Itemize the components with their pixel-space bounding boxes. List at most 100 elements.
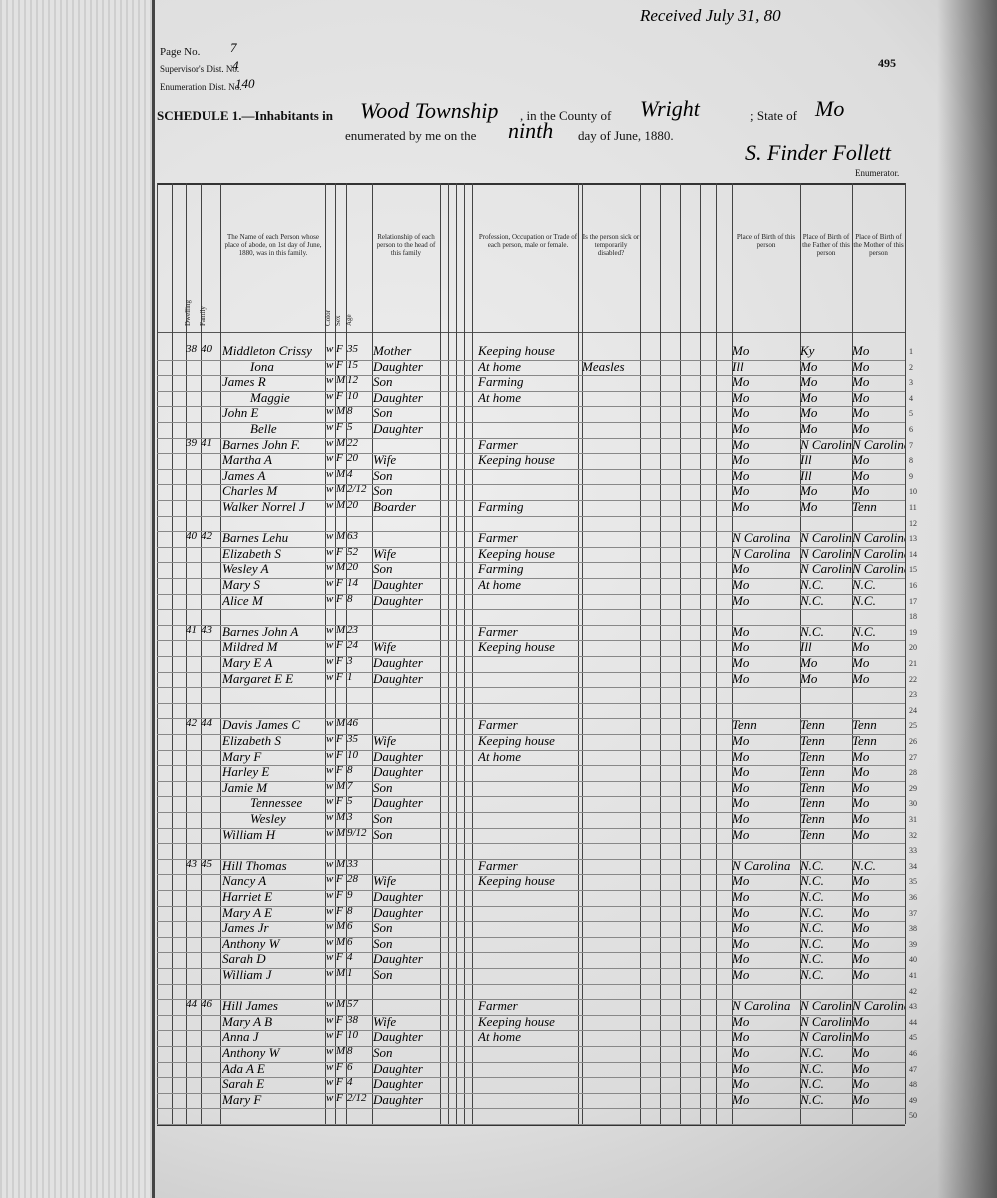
line-number: 19 xyxy=(909,627,917,637)
line-number: 29 xyxy=(909,783,917,793)
column-rule xyxy=(905,183,906,1124)
cell: M xyxy=(336,374,346,387)
line-number: 5 xyxy=(909,409,913,419)
cell: w xyxy=(326,904,334,917)
cell: Tenn xyxy=(800,733,825,748)
cell: Barnes John F. xyxy=(222,436,301,452)
cell: Mo xyxy=(732,795,750,811)
cell: Tenn xyxy=(800,717,825,733)
cell: Mo xyxy=(800,499,818,514)
cell: Mo xyxy=(852,1045,870,1060)
column-rule xyxy=(172,183,173,1124)
row-rule xyxy=(157,921,905,923)
cell: Son xyxy=(373,920,393,936)
cell: Mo xyxy=(852,343,870,358)
cell: Ill xyxy=(800,639,812,655)
cell: w xyxy=(326,452,334,465)
cell: 8 xyxy=(347,405,353,418)
cell: N.C. xyxy=(800,935,824,951)
cell: Margaret E E xyxy=(222,670,294,686)
cell: At home xyxy=(478,748,521,764)
cell: Mo xyxy=(732,733,750,748)
cell: Nancy A xyxy=(222,873,267,889)
line-number: 31 xyxy=(909,815,917,824)
cell: w xyxy=(326,639,334,652)
column-rule xyxy=(186,183,187,1124)
cell: N.C. xyxy=(800,889,824,904)
line-number: 30 xyxy=(909,799,917,809)
cell: N.C. xyxy=(800,967,824,982)
cell: w xyxy=(326,733,334,745)
cell: Anthony W xyxy=(222,935,280,951)
column-header: Dwelling xyxy=(184,299,192,326)
cell: w xyxy=(326,826,334,839)
line-number: 20 xyxy=(909,643,917,653)
row-rule xyxy=(157,812,905,813)
cell: Daughter xyxy=(373,904,423,920)
cell: 7 xyxy=(347,779,353,792)
cell: Farmer xyxy=(478,436,518,452)
line-number: 12 xyxy=(909,518,917,528)
cell: F xyxy=(336,358,343,371)
cell: Mo xyxy=(732,592,750,608)
cell: Daughter xyxy=(373,1076,423,1092)
cell: Mo xyxy=(852,920,870,936)
cell: F xyxy=(336,951,343,964)
cell: F xyxy=(336,1091,343,1104)
row-rule xyxy=(157,890,905,891)
cell: 12 xyxy=(347,374,358,387)
day: ninth xyxy=(508,118,554,143)
sheet-number: 495 xyxy=(878,56,896,70)
cell: 10 xyxy=(347,389,358,402)
cell: w xyxy=(326,795,334,808)
cell: Tenn xyxy=(852,733,877,748)
row-rule xyxy=(157,687,905,689)
cell: Tenn xyxy=(800,779,825,795)
cell: N Carolina xyxy=(852,561,905,577)
cell: 33 xyxy=(347,857,358,870)
cell: M xyxy=(336,967,346,979)
row-rule xyxy=(157,546,905,548)
cell: Mo xyxy=(732,389,750,405)
cell: Belle xyxy=(250,421,277,436)
cell: 6 xyxy=(347,935,353,948)
line-number: 6 xyxy=(909,425,913,434)
cell: N.C. xyxy=(852,592,876,608)
supervisor-dist: 4 xyxy=(232,58,239,73)
cell: F xyxy=(336,733,343,745)
cell: M xyxy=(336,935,346,948)
cell: Mo xyxy=(732,374,750,390)
line-number: 45 xyxy=(909,1033,917,1043)
row-rule xyxy=(157,905,905,907)
cell: 2/12 xyxy=(347,483,367,496)
column-rule xyxy=(472,183,473,1124)
cell: Mo xyxy=(732,655,750,670)
row-rule xyxy=(157,765,905,767)
cell: 38 xyxy=(347,1013,358,1026)
cell: F xyxy=(336,670,343,683)
cell: 43 xyxy=(201,623,212,636)
line-number: 3 xyxy=(909,378,913,388)
cell: Daughter xyxy=(373,1029,423,1045)
cell: Mo xyxy=(800,389,818,405)
cell: Ill xyxy=(800,467,812,483)
cell: N Carolina xyxy=(852,545,905,561)
cell: Tenn xyxy=(800,764,825,780)
cell: 23 xyxy=(347,623,358,636)
cell: w xyxy=(326,623,334,636)
cell: Mo xyxy=(732,779,750,795)
row-rule xyxy=(157,406,905,408)
line-number: 34 xyxy=(909,861,917,871)
cell: Middleton Crissy xyxy=(222,343,312,358)
cell: Son xyxy=(373,935,393,951)
cell: Wife xyxy=(373,873,397,889)
line-number: 38 xyxy=(909,924,917,934)
cell: 40 xyxy=(186,530,197,543)
cell: Mo xyxy=(800,483,818,499)
cell: Mary A E xyxy=(222,904,273,920)
cell: M xyxy=(336,779,346,792)
column-header: The Name of each Person whose place of a… xyxy=(224,233,322,257)
cell: w xyxy=(326,1045,334,1057)
row-rule xyxy=(157,999,905,1001)
cell: 28 xyxy=(347,873,358,886)
